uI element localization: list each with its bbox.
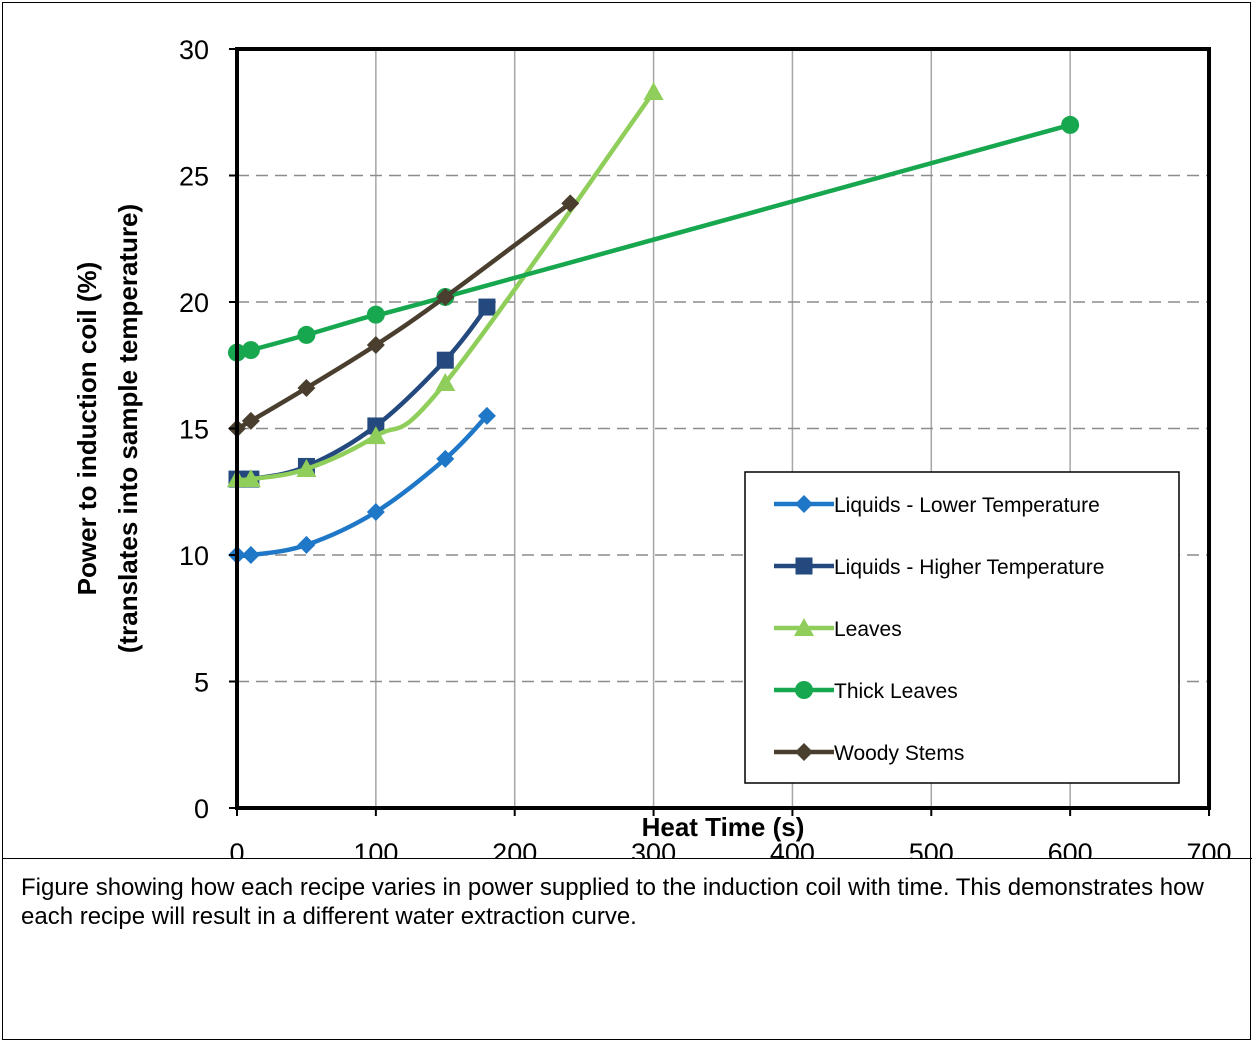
data-point bbox=[366, 336, 385, 355]
series-liquids-lower-temperature bbox=[228, 406, 496, 564]
y-tick-label: 25 bbox=[179, 162, 209, 192]
legend-label: Woody Stems bbox=[834, 742, 964, 765]
data-point bbox=[561, 194, 580, 213]
y-axis-label-line2: (translates into sample temperature) bbox=[113, 204, 143, 653]
grid-lines bbox=[237, 49, 1209, 808]
data-point bbox=[240, 469, 261, 488]
legend-marker bbox=[795, 557, 813, 575]
legend-item: Liquids - Lower Temperature bbox=[774, 494, 1100, 517]
data-point bbox=[436, 351, 454, 369]
x-axis-label: Heat Time (s) bbox=[642, 812, 805, 842]
data-point bbox=[643, 82, 664, 101]
data-point bbox=[477, 406, 496, 425]
legend-item: Thick Leaves bbox=[774, 680, 958, 703]
data-point bbox=[1061, 115, 1080, 134]
legend-item: Woody Stems bbox=[774, 742, 964, 765]
data-point bbox=[296, 458, 317, 477]
legend-marker bbox=[795, 743, 813, 761]
data-point bbox=[367, 417, 385, 435]
series-line bbox=[235, 201, 572, 431]
y-tick-label: 20 bbox=[179, 288, 209, 318]
y-tick-label: 5 bbox=[194, 668, 209, 698]
series-layer bbox=[227, 82, 1080, 564]
y-tick-label: 15 bbox=[179, 415, 209, 445]
legend-label: Thick Leaves bbox=[834, 680, 958, 703]
legend-label: Leaves bbox=[834, 618, 902, 641]
data-point bbox=[436, 449, 455, 468]
figure-caption: Figure showing how each recipe varies in… bbox=[21, 874, 1204, 930]
x-tick-label: 600 bbox=[1048, 838, 1093, 858]
data-point bbox=[297, 379, 316, 398]
legend-item: Liquids - Higher Temperature bbox=[774, 556, 1104, 579]
x-tick-label: 200 bbox=[492, 838, 537, 858]
x-tick-label: 700 bbox=[1186, 838, 1231, 858]
data-point bbox=[436, 287, 455, 306]
data-point bbox=[297, 535, 316, 554]
legend-label: Liquids - Higher Temperature bbox=[834, 556, 1104, 579]
series-liquids-higher-temperature bbox=[228, 298, 496, 488]
data-point bbox=[435, 372, 456, 391]
data-point bbox=[241, 546, 260, 564]
legend-marker bbox=[795, 681, 813, 699]
series-woody-stems bbox=[228, 194, 580, 438]
data-point bbox=[241, 411, 260, 430]
legend-marker bbox=[794, 618, 814, 636]
data-point bbox=[297, 325, 316, 344]
series-line bbox=[236, 90, 656, 483]
data-point bbox=[366, 305, 385, 324]
x-tick-label: 100 bbox=[353, 838, 398, 858]
chart-area: 0 100 200 300 400 500 600 700 0 5 10 15 20 25 30 Heat … bbox=[3, 3, 1252, 868]
y-axis-label-line1: Power to induction coil (%) bbox=[72, 262, 102, 596]
y-tick-label: 0 bbox=[194, 794, 209, 824]
x-tick-label: 0 bbox=[229, 838, 244, 858]
x-tick-label: 500 bbox=[909, 838, 954, 858]
data-point bbox=[366, 502, 385, 521]
legend: Liquids - Lower Temperature Liquids - Hig… bbox=[744, 471, 1180, 784]
y-tick-label: 30 bbox=[179, 35, 209, 65]
data-point bbox=[241, 341, 260, 360]
series-leaves bbox=[227, 82, 664, 488]
data-point bbox=[365, 426, 386, 445]
legend-item: Leaves bbox=[774, 618, 902, 641]
y-tick-label: 10 bbox=[179, 541, 209, 571]
legend-label: Liquids - Lower Temperature bbox=[834, 494, 1100, 517]
data-point bbox=[478, 298, 496, 316]
legend-marker bbox=[795, 495, 813, 513]
